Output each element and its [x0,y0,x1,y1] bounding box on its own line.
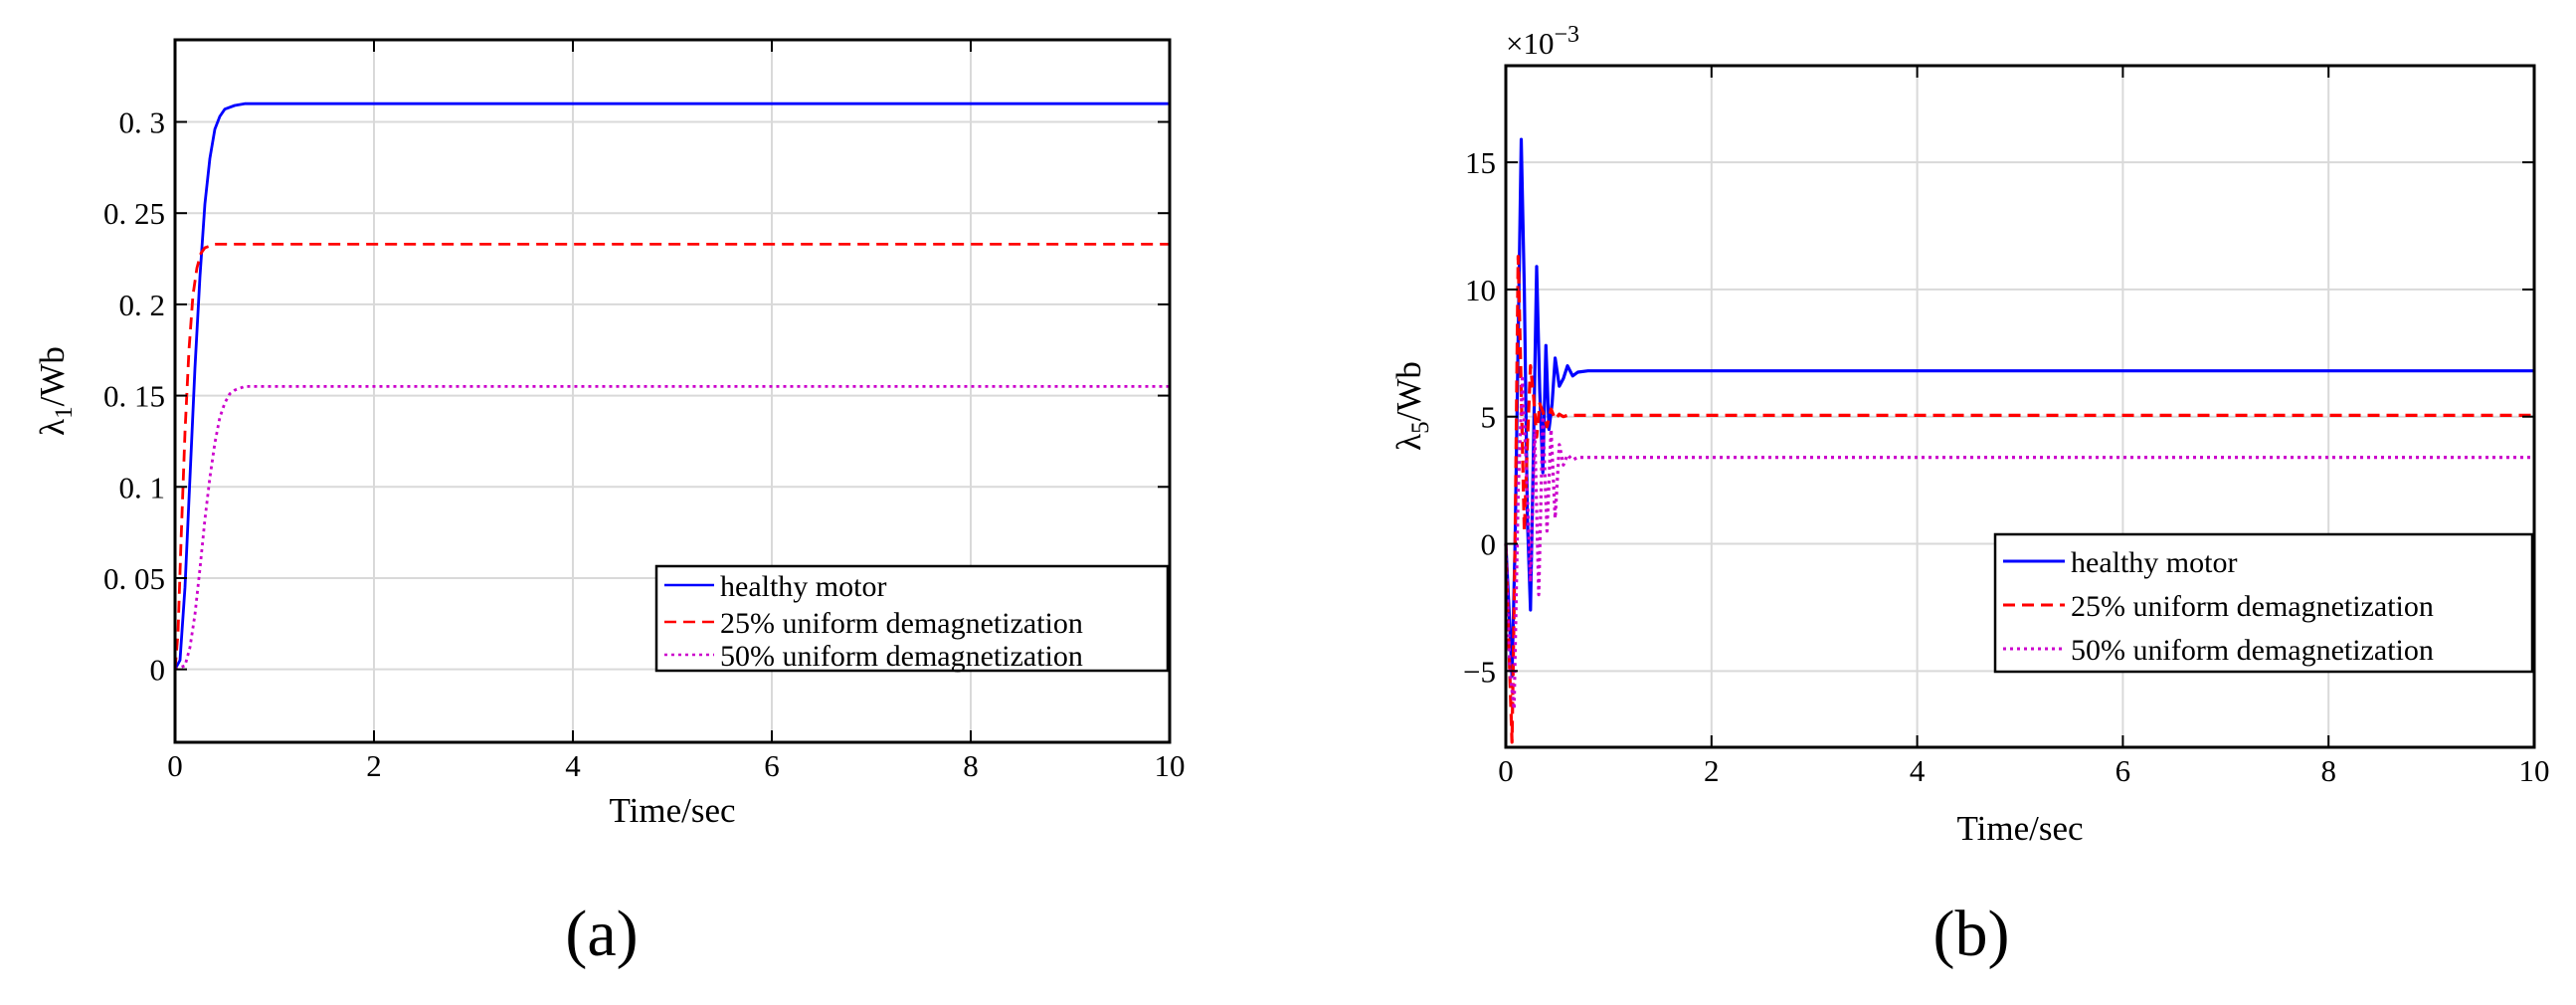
x-tick-label-a: 6 [764,748,780,783]
y-axis-title-a: λ1/Wb [33,346,78,436]
x-tick-label-a: 8 [963,748,979,783]
x-axis-title-b: Time/sec [1956,809,2083,848]
legend-a: healthy motor 25% uniform demagnetizatio… [654,564,1170,673]
panel-label-a: (a) [565,898,638,970]
y-tick-label-b: 10 [1465,273,1496,307]
y-tick-label-a: 0. 3 [119,105,166,140]
legend-box-a [654,564,1170,673]
y-tick-label-a: 0. 15 [103,379,165,414]
legend-label-healthy-a: healthy motor [720,570,886,603]
x-tick-label-a: 10 [1155,748,1186,783]
panel-b: 0 2 4 6 8 10 −5 0 5 10 15 ×10−3 Time/sec λ5/Wb hea… [1389,22,2550,970]
legend-label-demag50-b: 50% uniform demagnetization [2071,634,2434,667]
x-tick-label-b: 6 [2116,753,2131,788]
ticks-b: 0 2 4 6 8 10 −5 0 5 10 15 [1463,66,2550,788]
panel-a: 0 2 4 6 8 10 0 0. 05 0. 1 0. 15 0. 2 0. 25 0. 3 Time… [33,38,1186,970]
y-tick-label-b: 0 [1481,527,1497,562]
x-tick-label-b: 0 [1498,753,1514,788]
ticks-a: 0 2 4 6 8 10 0 0. 05 0. 1 0. 15 0. 2 0. 25 0. 3 [103,40,1186,783]
x-tick-label-a: 2 [366,748,382,783]
series-line-healthy-b [1504,137,2534,679]
y-tick-label-a: 0. 25 [103,196,165,231]
x-tick-label-b: 4 [1910,753,1926,788]
x-tick-label-b: 2 [1704,753,1720,788]
y-tick-label-a: 0 [150,653,166,688]
series-line-demag25-a [173,242,1170,670]
legend-label-healthy-b: healthy motor [2071,546,2237,579]
x-tick-label-b: 10 [2519,753,2550,788]
x-tick-label-b: 8 [2320,753,2336,788]
y-tick-label-a: 0. 1 [119,470,166,504]
legend-box-b [1993,532,2534,674]
axes-frame-b [1504,64,2536,749]
y-tick-label-b: −5 [1463,654,1496,689]
y-scale-note-b: ×10−3 [1506,22,1579,61]
y-tick-label-a: 0. 2 [119,288,166,322]
series-line-healthy-a [173,101,1170,671]
series-line-demag25-b [1504,255,2534,744]
y-tick-label-b: 15 [1465,145,1496,180]
series-line-demag50-a [174,384,1170,671]
plot-area-a [173,101,1170,671]
x-tick-label-a: 4 [565,748,581,783]
y-axis-title-b: λ5/Wb [1389,361,1434,451]
y-tick-label-b: 5 [1481,400,1497,435]
legend-label-demag25-a: 25% uniform demagnetization [720,607,1083,640]
axes-frame-a [173,38,1172,744]
legend-b: healthy motor 25% uniform demagnetizatio… [1993,532,2534,674]
y-tick-label-a: 0. 05 [103,561,165,596]
x-axis-title-a: Time/sec [609,791,735,830]
legend-label-demag50-a: 50% uniform demagnetization [720,640,1083,673]
panel-label-b: (b) [1933,898,2010,970]
plot-area-b [1504,137,2534,744]
legend-label-demag25-b: 25% uniform demagnetization [2071,590,2434,623]
series-line-demag50-b [1504,376,2534,711]
x-tick-label-a: 0 [167,748,183,783]
